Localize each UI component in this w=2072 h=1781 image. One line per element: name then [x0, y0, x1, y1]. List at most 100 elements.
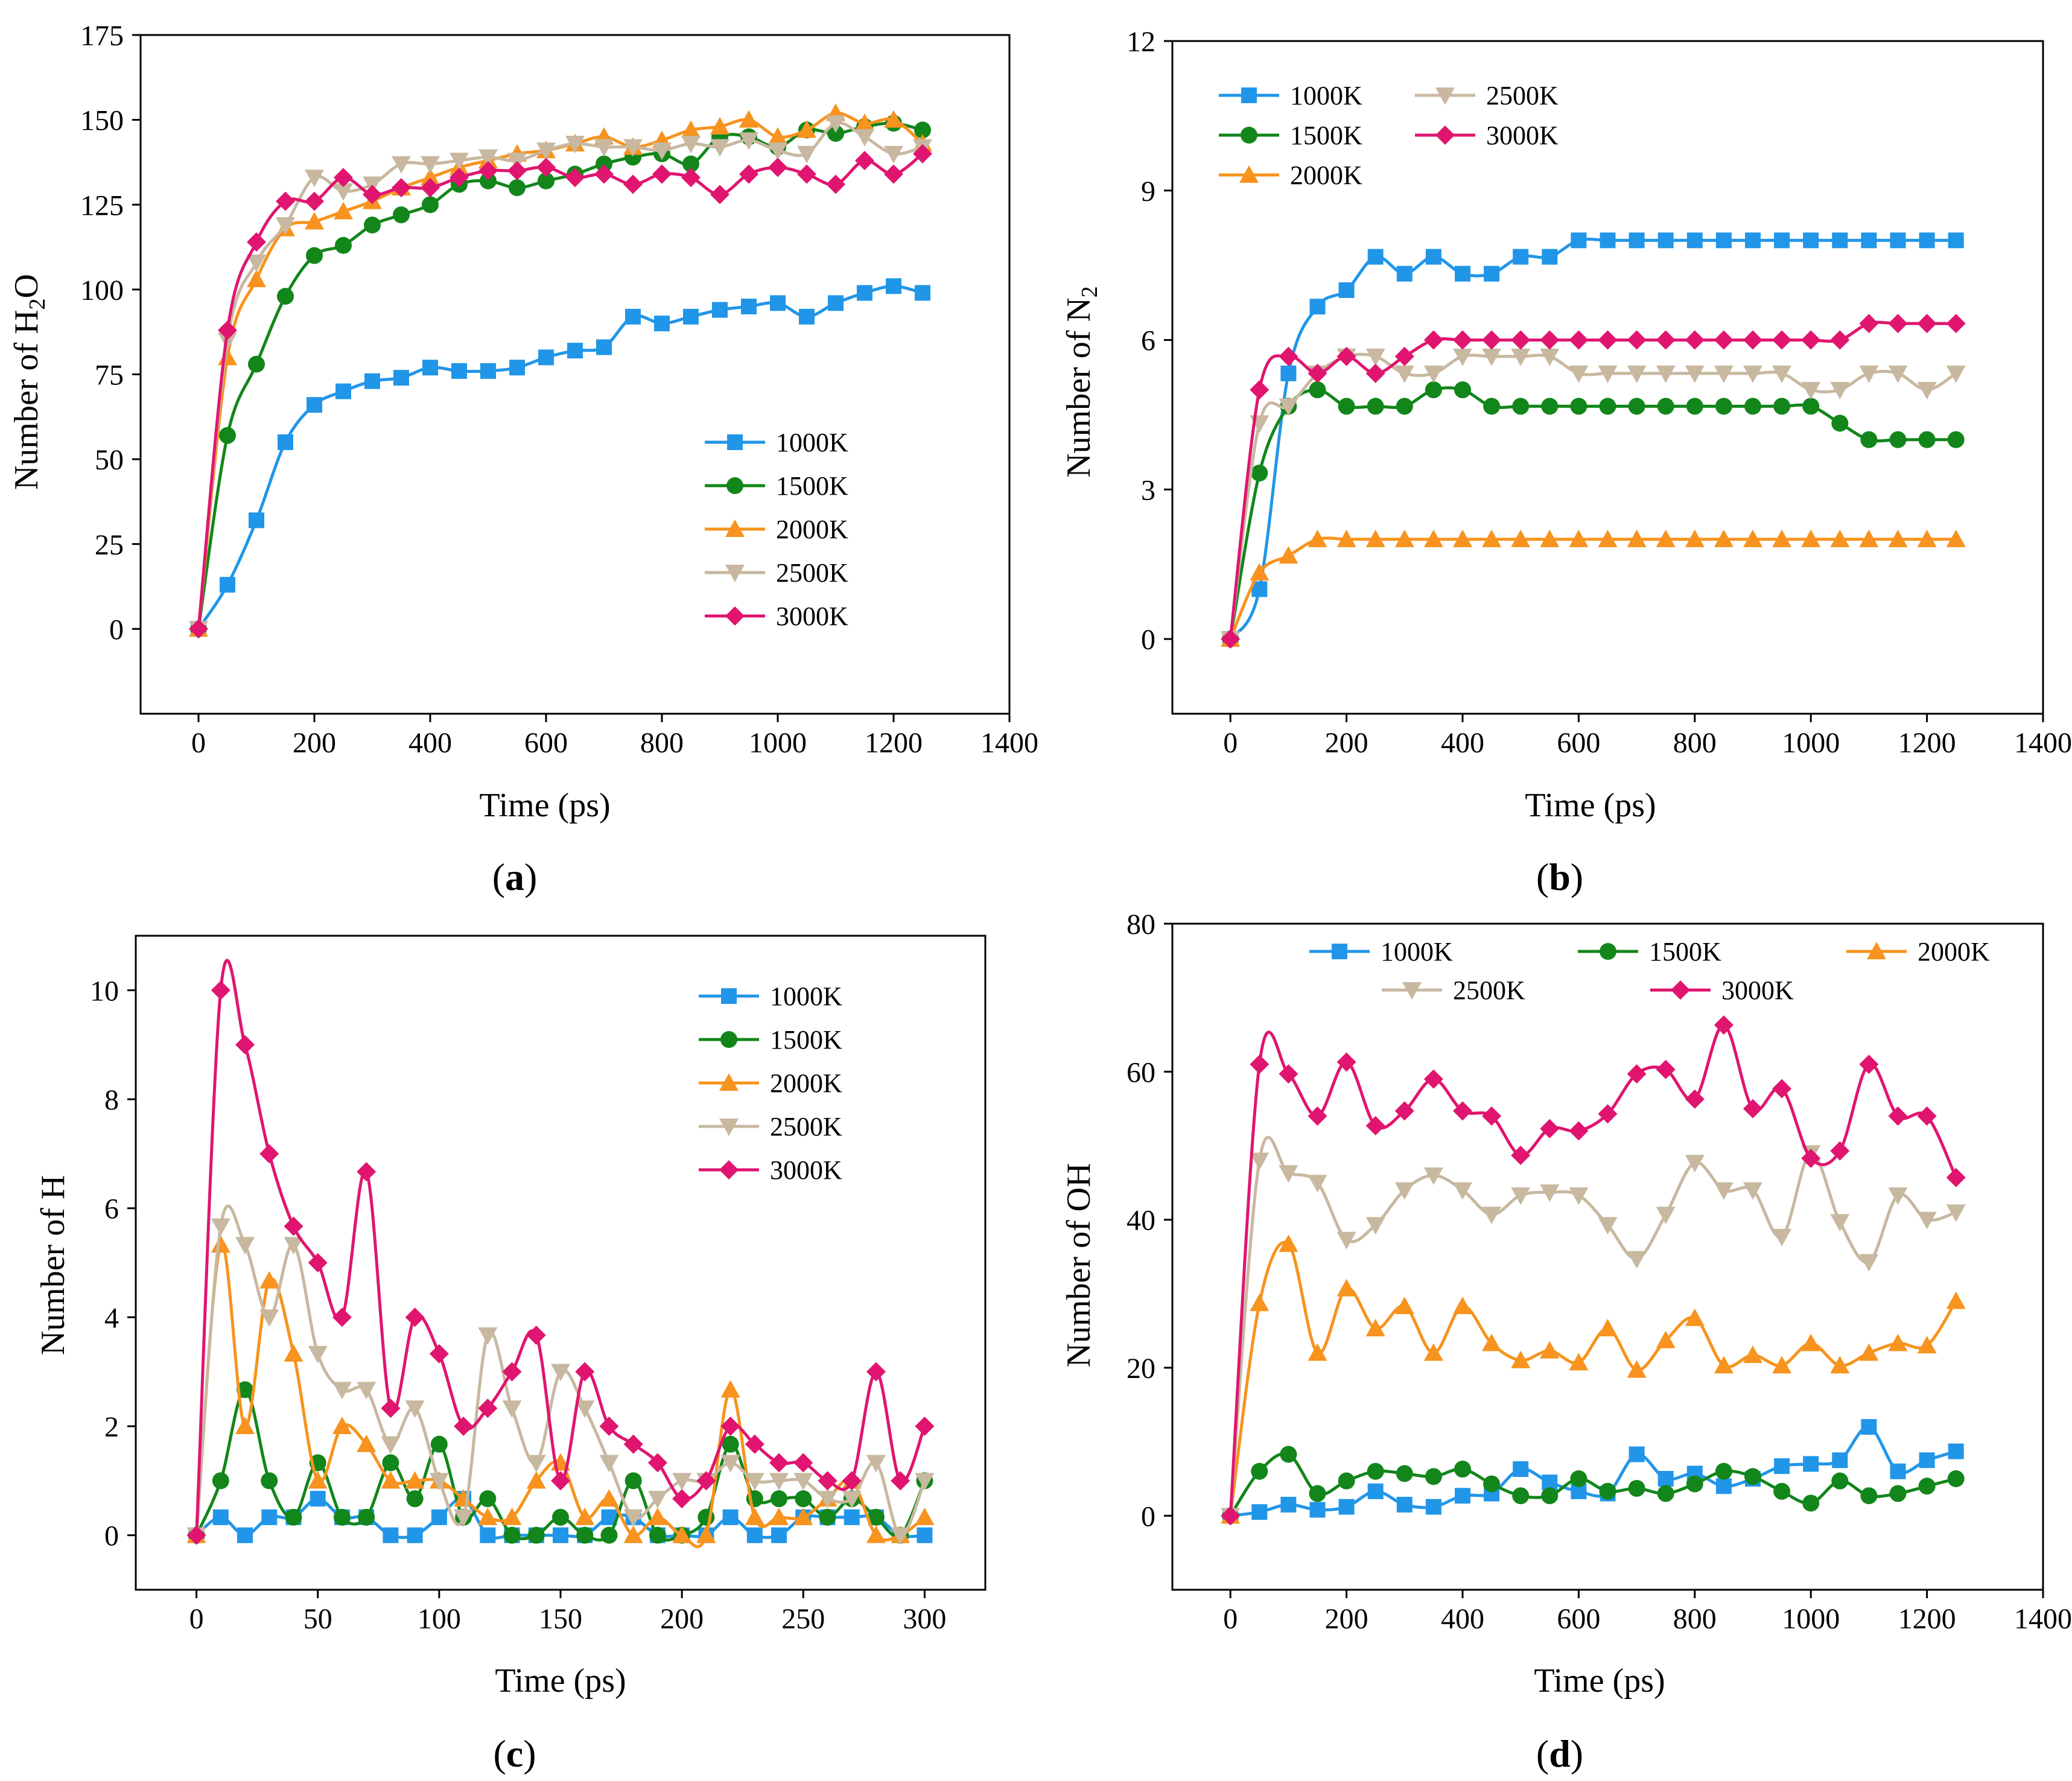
- data-point: [1338, 398, 1355, 415]
- data-point: [1396, 1496, 1413, 1513]
- data-point: [599, 1489, 619, 1507]
- data-point: [1657, 398, 1674, 415]
- data-point: [247, 270, 266, 287]
- data-point: [1221, 1506, 1241, 1526]
- data-point: [381, 1436, 401, 1454]
- x-tick-label: 100: [418, 1603, 461, 1635]
- data-point: [358, 1508, 375, 1526]
- data-point: [212, 1472, 229, 1490]
- data-point: [284, 1237, 303, 1255]
- data-point: [1946, 1167, 1966, 1187]
- data-point: [1336, 1231, 1356, 1249]
- legend-item-1000K: 1000K: [1219, 81, 1362, 110]
- data-point: [393, 370, 409, 386]
- data-point: [259, 1309, 279, 1327]
- data-point: [741, 299, 757, 314]
- data-point: [332, 1382, 352, 1400]
- data-point: [357, 1162, 377, 1182]
- data-point: [526, 1471, 546, 1489]
- data-point: [1425, 249, 1441, 265]
- data-point: [1511, 529, 1531, 547]
- data-point: [1860, 431, 1878, 448]
- legend-item-2500K: 2500K: [705, 558, 848, 588]
- data-point: [1685, 1155, 1705, 1173]
- data-point: [478, 1507, 498, 1525]
- data-point: [1308, 363, 1327, 383]
- data-point: [1685, 1308, 1705, 1326]
- data-point: [1801, 330, 1821, 350]
- legend-item-1500K: 1500K: [705, 471, 848, 501]
- panel-d-frame: [1171, 922, 2044, 1591]
- data-point: [1365, 1116, 1385, 1135]
- data-point: [1859, 1254, 1879, 1272]
- panel-d-ylabel-main: Number of OH: [1060, 1163, 1098, 1367]
- y-tick-label: 2: [104, 1411, 119, 1443]
- data-point: [211, 980, 230, 1000]
- data-point: [1861, 232, 1877, 249]
- legend-marker: [726, 477, 743, 494]
- data-point: [1279, 1234, 1298, 1252]
- data-point: [1365, 363, 1385, 383]
- x-tick-label: 800: [1673, 727, 1717, 759]
- data-point: [1685, 1089, 1705, 1109]
- data-point: [1801, 382, 1821, 400]
- data-point: [553, 1527, 568, 1543]
- data-point: [1279, 546, 1298, 564]
- data-point: [277, 288, 294, 305]
- data-point: [189, 619, 208, 639]
- data-point: [915, 285, 930, 301]
- data-point: [502, 1362, 522, 1382]
- data-point: [797, 164, 816, 184]
- data-point: [1861, 1419, 1877, 1435]
- data-point: [739, 132, 758, 150]
- legend-label: 2500K: [1453, 976, 1525, 1005]
- data-point: [1917, 1336, 1937, 1354]
- data-point: [335, 237, 352, 254]
- data-point: [696, 1525, 716, 1543]
- x-tick-label: 1000: [1782, 1603, 1840, 1635]
- data-point: [364, 217, 381, 233]
- data-point: [421, 156, 440, 174]
- data-point: [1569, 365, 1589, 383]
- y-tick-label: 0: [1141, 1500, 1155, 1532]
- data-point: [1279, 1165, 1298, 1183]
- legend-label: 2500K: [1486, 81, 1559, 110]
- data-point: [1773, 1482, 1791, 1500]
- data-point: [218, 320, 237, 340]
- data-point: [1484, 265, 1500, 282]
- legend-item-1500K: 1500K: [699, 1025, 842, 1055]
- x-tick-label: 600: [1557, 1603, 1600, 1635]
- series-2500K: [1221, 348, 1966, 649]
- data-point: [1336, 346, 1356, 366]
- data-point: [536, 142, 556, 160]
- data-point: [1482, 330, 1502, 350]
- data-point: [623, 139, 643, 157]
- panel-a: 0 200 400 600 800 1000 1200 1400 0 25 50 75 100 125 15…: [8, 20, 1038, 898]
- series-line-2500K: [1228, 352, 1957, 640]
- data-point: [649, 1526, 666, 1544]
- data-point: [1830, 529, 1850, 547]
- panel-a-ylabel-tail: O: [8, 274, 45, 298]
- data-point: [383, 1527, 399, 1543]
- legend-marker: [1435, 87, 1455, 105]
- data-point: [623, 174, 643, 194]
- data-point: [1918, 1478, 1936, 1495]
- series-1000K: [191, 278, 930, 637]
- data-point: [422, 196, 439, 214]
- data-point: [1772, 1079, 1792, 1099]
- series-1000K: [1222, 232, 1964, 647]
- data-point: [682, 155, 699, 173]
- data-point: [422, 360, 438, 376]
- data-point: [1657, 1485, 1674, 1502]
- data-point: [1394, 1182, 1414, 1200]
- legend-item-2000K: 2000K: [699, 1068, 842, 1098]
- data-point: [1308, 1106, 1327, 1126]
- panel-a-ylabel: Number of H2O: [8, 274, 50, 490]
- data-point: [652, 164, 672, 184]
- data-point: [1629, 232, 1645, 249]
- data-point: [1772, 1356, 1792, 1374]
- data-point: [392, 178, 411, 198]
- series-1500K: [1222, 1446, 1965, 1525]
- x-tick-label: 600: [524, 727, 568, 759]
- data-point: [1569, 1187, 1589, 1205]
